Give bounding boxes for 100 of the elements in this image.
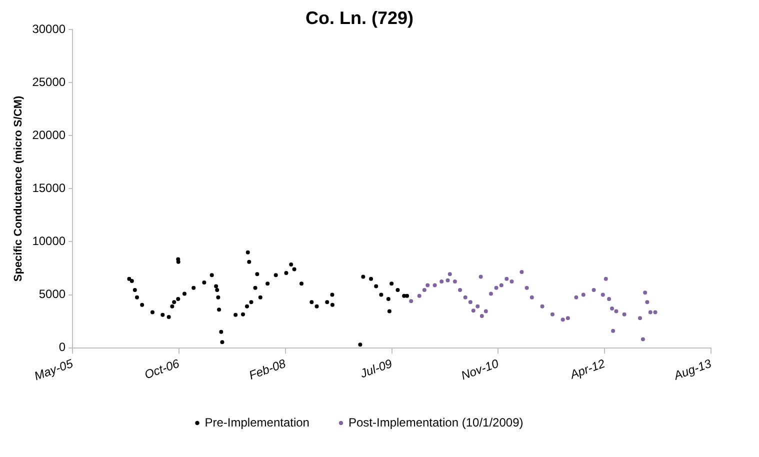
point xyxy=(645,300,650,304)
point xyxy=(440,279,444,284)
point xyxy=(330,292,334,297)
point xyxy=(604,276,608,281)
point xyxy=(484,309,488,314)
point xyxy=(210,273,214,278)
point xyxy=(219,330,224,334)
point xyxy=(607,296,612,301)
point xyxy=(387,309,392,314)
point xyxy=(638,316,642,320)
point xyxy=(520,270,524,274)
point xyxy=(611,328,616,333)
point xyxy=(255,272,260,276)
point xyxy=(166,315,171,320)
point xyxy=(610,306,614,311)
point xyxy=(220,340,224,344)
point xyxy=(417,294,422,298)
point xyxy=(135,295,140,300)
x-tick-label: Apr-12 xyxy=(567,356,608,382)
y-tick-label: 20000 xyxy=(32,128,66,142)
point xyxy=(432,283,437,288)
point xyxy=(405,294,410,298)
point xyxy=(240,312,245,316)
point xyxy=(299,282,304,286)
point xyxy=(653,310,658,314)
point xyxy=(504,276,509,281)
point xyxy=(499,283,504,288)
point xyxy=(560,318,565,322)
point xyxy=(160,312,165,317)
point xyxy=(314,304,319,308)
point xyxy=(289,262,294,267)
point xyxy=(214,284,218,288)
y-tick-label: 5000 xyxy=(38,287,66,302)
x-tick-label: Feb-08 xyxy=(247,356,288,382)
point xyxy=(325,300,330,304)
point xyxy=(176,296,180,301)
point xyxy=(390,282,394,286)
y-tick-label: 30000 xyxy=(32,22,66,36)
point xyxy=(140,302,144,307)
point xyxy=(182,292,186,296)
point xyxy=(130,278,134,283)
point xyxy=(246,250,250,254)
x-tick-label: Jul-09 xyxy=(358,356,394,382)
y-axis-title: Specific Conductance (micro S/CM) xyxy=(12,95,25,282)
point xyxy=(330,302,334,307)
point xyxy=(426,283,430,288)
point xyxy=(176,260,180,264)
point xyxy=(215,288,220,292)
point xyxy=(592,288,596,292)
point xyxy=(292,267,296,272)
point xyxy=(468,300,472,304)
point xyxy=(396,288,400,292)
legend-label: Pre-Implementation xyxy=(204,415,310,430)
point xyxy=(574,295,578,300)
point xyxy=(458,288,462,292)
chart-title: Co. Ln. (729) xyxy=(305,8,414,28)
point xyxy=(234,312,238,317)
point xyxy=(471,308,476,313)
point xyxy=(374,284,378,288)
point xyxy=(361,274,366,279)
point xyxy=(247,260,252,264)
point xyxy=(614,309,618,314)
point xyxy=(640,337,645,342)
point xyxy=(409,299,414,304)
point xyxy=(581,292,586,297)
point xyxy=(480,314,484,318)
point xyxy=(202,280,206,285)
point xyxy=(566,316,570,320)
point xyxy=(478,274,483,279)
point xyxy=(274,273,278,278)
point xyxy=(284,271,288,276)
point xyxy=(550,312,554,316)
legend-label: Post-Implementation (10/1/2009) xyxy=(348,415,524,430)
point xyxy=(310,300,314,304)
point xyxy=(132,288,137,292)
point xyxy=(150,310,154,314)
point xyxy=(643,290,648,295)
point xyxy=(622,312,626,316)
point xyxy=(258,295,262,300)
y-tick-label: 0 xyxy=(58,340,66,354)
point xyxy=(422,288,426,292)
point xyxy=(530,295,534,300)
point xyxy=(494,286,498,290)
point xyxy=(266,282,270,286)
y-tick-label: 10000 xyxy=(32,234,66,248)
point xyxy=(216,295,220,300)
point xyxy=(358,342,362,347)
point xyxy=(488,292,493,296)
point xyxy=(127,276,132,281)
point xyxy=(648,310,652,314)
point xyxy=(249,300,254,304)
point xyxy=(386,296,390,301)
point xyxy=(600,292,605,297)
point xyxy=(510,279,514,284)
y-tick-label: 25000 xyxy=(32,74,66,89)
point xyxy=(379,292,384,297)
point xyxy=(170,304,174,308)
point xyxy=(245,304,250,308)
point xyxy=(253,286,258,290)
x-tick-label: Oct-06 xyxy=(142,356,182,382)
